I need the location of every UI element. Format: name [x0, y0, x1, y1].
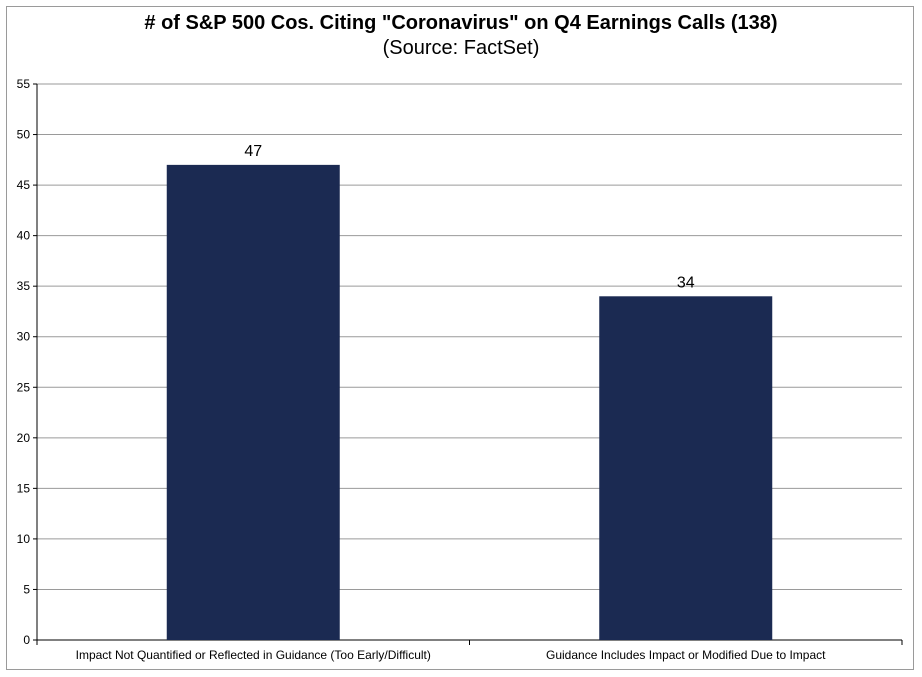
y-tick-label: 15 — [17, 481, 31, 495]
y-tick-label: 35 — [17, 279, 31, 293]
y-tick-label: 5 — [23, 582, 30, 596]
y-tick-label: 10 — [17, 532, 31, 546]
category-label: Impact Not Quantified or Reflected in Gu… — [76, 648, 431, 662]
bar-value-label: 47 — [244, 143, 262, 160]
bar-2 — [599, 296, 773, 640]
chart-title: # of S&P 500 Cos. Citing "Coronavirus" o… — [144, 12, 778, 34]
category-label: Guidance Includes Impact or Modified Due… — [546, 648, 826, 662]
bar-value-label: 34 — [677, 274, 695, 291]
y-tick-label: 25 — [17, 380, 31, 394]
y-tick-label: 0 — [23, 633, 30, 647]
labels: 47 Impact Not Quantified or Reflected in … — [76, 143, 827, 662]
y-tick-label: 50 — [17, 128, 31, 142]
y-tick-label: 30 — [17, 330, 31, 344]
chart-subtitle: (Source: FactSet) — [382, 37, 540, 59]
bar-1 — [166, 164, 340, 640]
y-tick-label: 20 — [17, 431, 31, 445]
y-tick-label: 40 — [17, 229, 31, 243]
bars — [166, 164, 773, 640]
y-tick-label: 55 — [17, 77, 31, 91]
y-tick-label: 45 — [17, 178, 31, 192]
